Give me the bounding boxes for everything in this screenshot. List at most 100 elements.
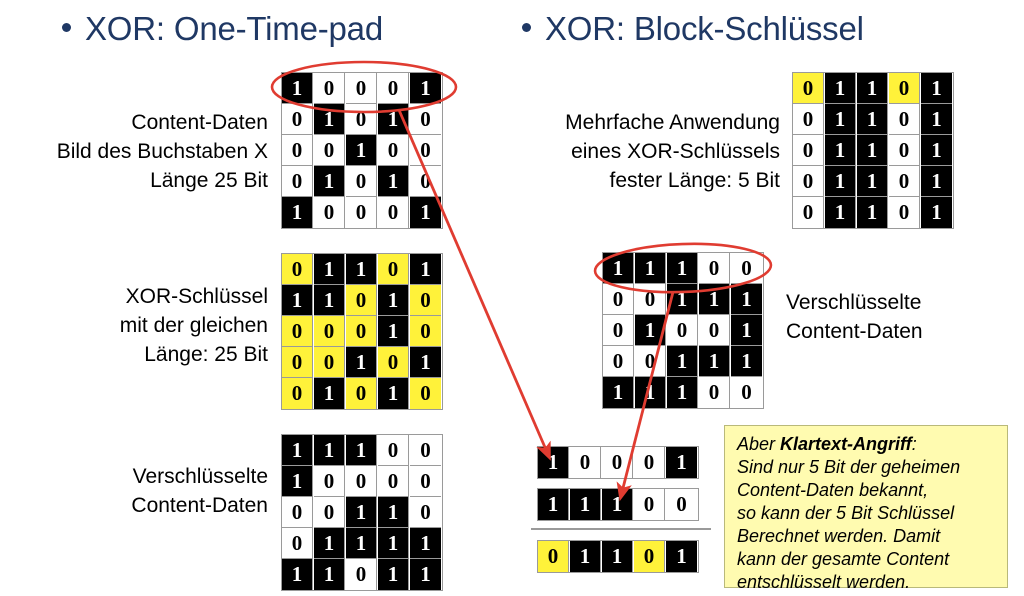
bit-cell-r3-c4: 0 bbox=[378, 135, 409, 166]
bit-cell-r1-c2: 1 bbox=[570, 541, 601, 572]
bit-cell-r2-c4: 0 bbox=[889, 104, 920, 135]
bit-cell-r1-c2: 1 bbox=[570, 489, 601, 520]
bit-cell-r4-c5: 1 bbox=[410, 347, 441, 378]
bit-cell-r1-c4: 0 bbox=[378, 73, 409, 104]
bit-cell-r1-c1: 1 bbox=[282, 73, 313, 104]
bit-cell-r4-c3: 0 bbox=[346, 166, 377, 197]
xor-sum-divider bbox=[531, 528, 711, 530]
bit-cell-r1-c2: 1 bbox=[825, 73, 856, 104]
bit-cell-r5-c3: 1 bbox=[857, 197, 888, 228]
bit-cell-r1-c4: 0 bbox=[889, 73, 920, 104]
bit-cell-r3-c3: 1 bbox=[346, 497, 377, 528]
label-xor-schluessel: XOR-Schlüssel mit der gleichen Länge: 25… bbox=[119, 285, 268, 366]
bit-cell-r1-c1: 1 bbox=[538, 489, 569, 520]
bit-cell-r1-c5: 1 bbox=[921, 73, 952, 104]
bit-cell-r3-c2: 1 bbox=[635, 315, 666, 346]
bit-cell-r2-c4: 1 bbox=[378, 285, 409, 316]
bit-cell-r1-c5: 1 bbox=[666, 541, 697, 572]
bit-cell-r1-c3: 1 bbox=[602, 541, 633, 572]
bit-cell-r2-c3: 0 bbox=[346, 104, 377, 135]
bit-cell-r1-c5: 0 bbox=[666, 489, 697, 520]
bit-cell-r2-c3: 1 bbox=[857, 104, 888, 135]
bit-cell-r3-c5: 0 bbox=[410, 316, 441, 347]
bullet-icon bbox=[522, 23, 531, 32]
bit-cell-r3-c1: 0 bbox=[793, 135, 824, 166]
bit-cell-r5-c4: 0 bbox=[378, 197, 409, 228]
bit-cell-r3-c3: 0 bbox=[346, 316, 377, 347]
bit-cell-r3-c5: 0 bbox=[410, 497, 441, 528]
bit-cell-r4-c3: 1 bbox=[857, 166, 888, 197]
bit-cell-r5-c2: 1 bbox=[314, 378, 345, 409]
bit-cell-r3-c4: 1 bbox=[378, 316, 409, 347]
bit-cell-r5-c3: 0 bbox=[346, 378, 377, 409]
bit-cell-r5-c5: 1 bbox=[410, 197, 441, 228]
bit-cell-r5-c4: 1 bbox=[378, 559, 409, 590]
bit-cell-r5-c4: 0 bbox=[889, 197, 920, 228]
bit-cell-r1-c2: 0 bbox=[314, 73, 345, 104]
bit-cell-r3-c1: 0 bbox=[603, 315, 634, 346]
bit-cell-r1-c2: 1 bbox=[314, 254, 345, 285]
bit-cell-r2-c5: 0 bbox=[410, 104, 441, 135]
bit-cell-r5-c3: 0 bbox=[346, 197, 377, 228]
bit-cell-r5-c1: 1 bbox=[282, 197, 313, 228]
bit-cell-r5-c4: 0 bbox=[699, 377, 730, 408]
bit-cell-r2-c1: 1 bbox=[282, 466, 313, 497]
bit-cell-r4-c4: 1 bbox=[699, 346, 730, 377]
bit-cell-r1-c3: 1 bbox=[346, 435, 377, 466]
page-title-right: XOR: Block-Schlüssel bbox=[522, 10, 864, 48]
bit-cell-r2-c2: 0 bbox=[314, 466, 345, 497]
page-title-left: XOR: One-Time-pad bbox=[62, 10, 383, 48]
bit-cell-r5-c2: 1 bbox=[825, 197, 856, 228]
bit-cell-r2-c2: 1 bbox=[314, 104, 345, 135]
bit-cell-r2-c3: 1 bbox=[667, 284, 698, 315]
bit-cell-r1-c2: 0 bbox=[570, 447, 601, 478]
bit-cell-r5-c3: 1 bbox=[667, 377, 698, 408]
bit-cell-r3-c5: 1 bbox=[921, 135, 952, 166]
bit-cell-r2-c3: 0 bbox=[346, 466, 377, 497]
bit-cell-r2-c4: 1 bbox=[699, 284, 730, 315]
note-line-4: so kann der 5 Bit Schlüssel bbox=[737, 503, 955, 523]
bit-cell-r2-c5: 1 bbox=[731, 284, 762, 315]
bit-cell-r2-c5: 1 bbox=[921, 104, 952, 135]
bit-cell-r1-c5: 1 bbox=[666, 447, 697, 478]
bit-cell-r3-c4: 0 bbox=[889, 135, 920, 166]
note-line-2: Sind nur 5 Bit der geheimen bbox=[737, 457, 961, 477]
label-verschluesselte-content-daten-right: Verschlüsselte Content-Daten bbox=[786, 291, 923, 343]
bit-cell-r4-c1: 0 bbox=[603, 346, 634, 377]
bit-cell-r2-c5: 0 bbox=[410, 285, 441, 316]
bit-cell-r1-c4: 0 bbox=[634, 541, 665, 572]
note-line-7: entschlüsselt werden. bbox=[737, 572, 911, 592]
bit-cell-r4-c5: 1 bbox=[410, 528, 441, 559]
bit-cell-r1-c3: 0 bbox=[346, 73, 377, 104]
bit-cell-r1-c3: 1 bbox=[346, 254, 377, 285]
note-line-1: Aber Klartext-Angriff: bbox=[737, 433, 997, 456]
label-mehrfache-anwendung: Mehrfache Anwendung eines XOR-Schlüssels… bbox=[565, 111, 780, 192]
bit-cell-r3-c2: 0 bbox=[314, 135, 345, 166]
bit-cell-r5-c2: 0 bbox=[314, 197, 345, 228]
bit-cell-r4-c2: 1 bbox=[314, 528, 345, 559]
bit-cell-r3-c4: 1 bbox=[378, 497, 409, 528]
bit-cell-r1-c5: 0 bbox=[731, 253, 762, 284]
bit-cell-r4-c5: 0 bbox=[410, 166, 441, 197]
klartext-angriff-note-box: Aber Klartext-Angriff: Sind nur 5 Bit de… bbox=[724, 425, 1008, 592]
bit-cell-r3-c1: 0 bbox=[282, 497, 313, 528]
bit-cell-r1-c1: 1 bbox=[603, 253, 634, 284]
bit-cell-r4-c4: 1 bbox=[378, 528, 409, 559]
bit-cell-r4-c1: 0 bbox=[282, 528, 313, 559]
note-line-1-prefix: Aber bbox=[737, 434, 781, 454]
bit-cell-r2-c1: 0 bbox=[603, 284, 634, 315]
bit-cell-r4-c4: 0 bbox=[378, 347, 409, 378]
bit-cell-r2-c2: 1 bbox=[314, 285, 345, 316]
title-left-text: XOR: One-Time-pad bbox=[85, 10, 383, 47]
bit-cell-r4-c1: 0 bbox=[282, 347, 313, 378]
bit-cell-r4-c2: 0 bbox=[314, 347, 345, 378]
bit-cell-r4-c3: 1 bbox=[346, 528, 377, 559]
bit-cell-r4-c2: 1 bbox=[314, 166, 345, 197]
bit-cell-r1-c4: 0 bbox=[634, 489, 665, 520]
bit-cell-r4-c4: 0 bbox=[889, 166, 920, 197]
